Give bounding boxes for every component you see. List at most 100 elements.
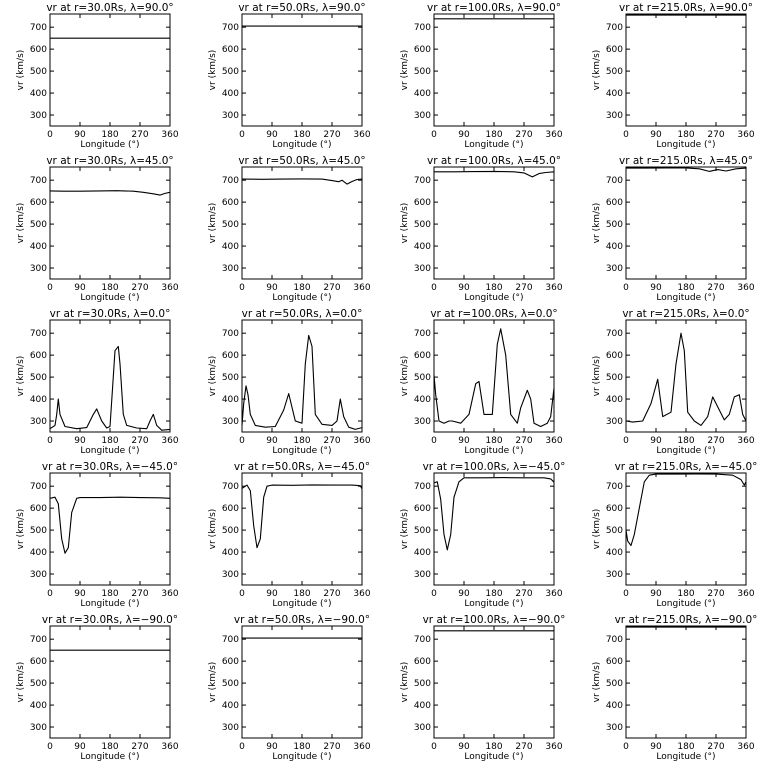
subplot: vr at r=30.0Rs, λ=0.0° 0 90 180 270 360 300 400… <box>16 308 179 456</box>
x-tick-label: 90 <box>74 589 86 599</box>
y-tick-label: 400 <box>606 701 623 711</box>
x-tick-label: 270 <box>515 742 532 752</box>
plot-frame <box>241 166 363 280</box>
y-tick-label: 400 <box>222 242 239 252</box>
x-tick-label: 360 <box>545 742 562 752</box>
subplot-title: vr at r=100.0Rs, λ=45.0° <box>427 155 561 167</box>
y-tick-label: 500 <box>30 373 47 383</box>
x-tick-label: 360 <box>161 130 178 140</box>
x-tick-label: 180 <box>677 742 694 752</box>
x-tick-label: 180 <box>101 283 118 293</box>
x-tick-label: 270 <box>707 436 724 446</box>
y-tick-label: 600 <box>414 45 431 55</box>
subplot: vr at r=100.0Rs, λ=−45.0° 0 90 180 270 360 300… <box>400 461 565 609</box>
plot-frame <box>49 472 171 586</box>
y-tick-label: 500 <box>30 679 47 689</box>
x-tick-label: 180 <box>485 436 502 446</box>
y-tick-label: 500 <box>222 679 239 689</box>
subplot: vr at r=50.0Rs, λ=90.0° 0 90 180 270 360 300 40… <box>208 2 371 150</box>
y-tick-label: 300 <box>414 723 431 733</box>
y-axis-label: vr (km/s) <box>16 356 26 397</box>
y-tick-label: 300 <box>606 417 623 427</box>
y-tick-label: 700 <box>606 329 623 339</box>
x-tick-label: 90 <box>458 589 470 599</box>
x-tick-label: 270 <box>707 130 724 140</box>
x-tick-label: 180 <box>485 742 502 752</box>
y-tick-label: 700 <box>222 635 239 645</box>
y-tick-label: 500 <box>30 526 47 536</box>
x-tick-label: 0 <box>431 436 437 446</box>
x-tick-label: 0 <box>239 742 245 752</box>
subplot-title: vr at r=215.0Rs, λ=−90.0° <box>615 614 758 626</box>
y-tick-label: 400 <box>222 548 239 558</box>
y-tick-label: 600 <box>222 351 239 361</box>
x-tick-label: 270 <box>515 130 532 140</box>
x-tick-label: 360 <box>545 436 562 446</box>
y-tick-label: 600 <box>606 657 623 667</box>
x-tick-label: 360 <box>737 742 754 752</box>
x-tick-label: 270 <box>323 436 340 446</box>
x-tick-label: 270 <box>707 742 724 752</box>
y-tick-label: 300 <box>606 264 623 274</box>
x-tick-label: 90 <box>74 436 86 446</box>
y-tick-label: 600 <box>414 504 431 514</box>
x-tick-label: 90 <box>458 742 470 752</box>
x-tick-label: 180 <box>293 436 310 446</box>
x-tick-label: 360 <box>161 436 178 446</box>
y-tick-label: 600 <box>30 45 47 55</box>
y-tick-label: 400 <box>606 242 623 252</box>
x-tick-label: 360 <box>161 283 178 293</box>
data-series-line <box>242 334 362 430</box>
y-tick-label: 600 <box>222 45 239 55</box>
x-tick-label: 0 <box>47 589 53 599</box>
x-tick-label: 90 <box>650 589 662 599</box>
y-tick-label: 400 <box>606 548 623 558</box>
x-tick-label: 360 <box>737 436 754 446</box>
subplot: vr at r=215.0Rs, λ=0.0° 0 90 180 270 360 300 40… <box>592 308 755 456</box>
subplot-title: vr at r=30.0Rs, λ=90.0° <box>46 2 173 14</box>
plot-frame <box>625 166 747 280</box>
x-tick-label: 0 <box>623 436 629 446</box>
y-axis-label: vr (km/s) <box>592 509 602 550</box>
data-series-line <box>50 496 170 554</box>
x-tick-label: 360 <box>737 130 754 140</box>
y-axis-label: vr (km/s) <box>16 203 26 244</box>
y-tick-label: 700 <box>414 329 431 339</box>
y-tick-label: 500 <box>606 526 623 536</box>
subplot: vr at r=100.0Rs, λ=90.0° 0 90 180 270 360 300 4… <box>400 2 563 150</box>
y-axis-label: vr (km/s) <box>400 356 410 397</box>
x-tick-label: 90 <box>266 130 278 140</box>
y-tick-label: 400 <box>606 395 623 405</box>
x-axis-label: Longitude (°) <box>272 599 331 609</box>
y-tick-label: 700 <box>414 176 431 186</box>
x-tick-label: 270 <box>323 283 340 293</box>
x-tick-label: 90 <box>74 130 86 140</box>
y-tick-label: 300 <box>222 111 239 121</box>
x-tick-label: 90 <box>650 283 662 293</box>
x-tick-label: 270 <box>515 589 532 599</box>
x-axis-label: Longitude (°) <box>80 293 139 303</box>
x-tick-label: 270 <box>131 130 148 140</box>
subplot-title: vr at r=100.0Rs, λ=−45.0° <box>423 461 566 473</box>
subplot: vr at r=30.0Rs, λ=45.0° 0 90 180 270 360 300 40… <box>16 155 179 303</box>
subplot-title: vr at r=50.0Rs, λ=90.0° <box>238 2 365 14</box>
plot-frame <box>433 13 555 127</box>
y-tick-label: 600 <box>606 504 623 514</box>
plot-frame <box>241 13 363 127</box>
x-axis-label: Longitude (°) <box>272 140 331 150</box>
x-tick-label: 270 <box>707 589 724 599</box>
y-tick-label: 300 <box>222 570 239 580</box>
x-tick-label: 0 <box>239 283 245 293</box>
x-tick-label: 0 <box>623 742 629 752</box>
subplot-title: vr at r=50.0Rs, λ=−90.0° <box>234 614 370 626</box>
y-tick-label: 600 <box>414 351 431 361</box>
x-axis-label: Longitude (°) <box>272 293 331 303</box>
y-axis-label: vr (km/s) <box>592 662 602 703</box>
plot-frame <box>433 166 555 280</box>
x-axis-label: Longitude (°) <box>656 293 715 303</box>
x-tick-label: 180 <box>485 589 502 599</box>
x-tick-label: 90 <box>458 283 470 293</box>
x-tick-label: 270 <box>323 130 340 140</box>
subplot: vr at r=100.0Rs, λ=45.0° 0 90 180 270 360 300 4… <box>400 155 563 303</box>
